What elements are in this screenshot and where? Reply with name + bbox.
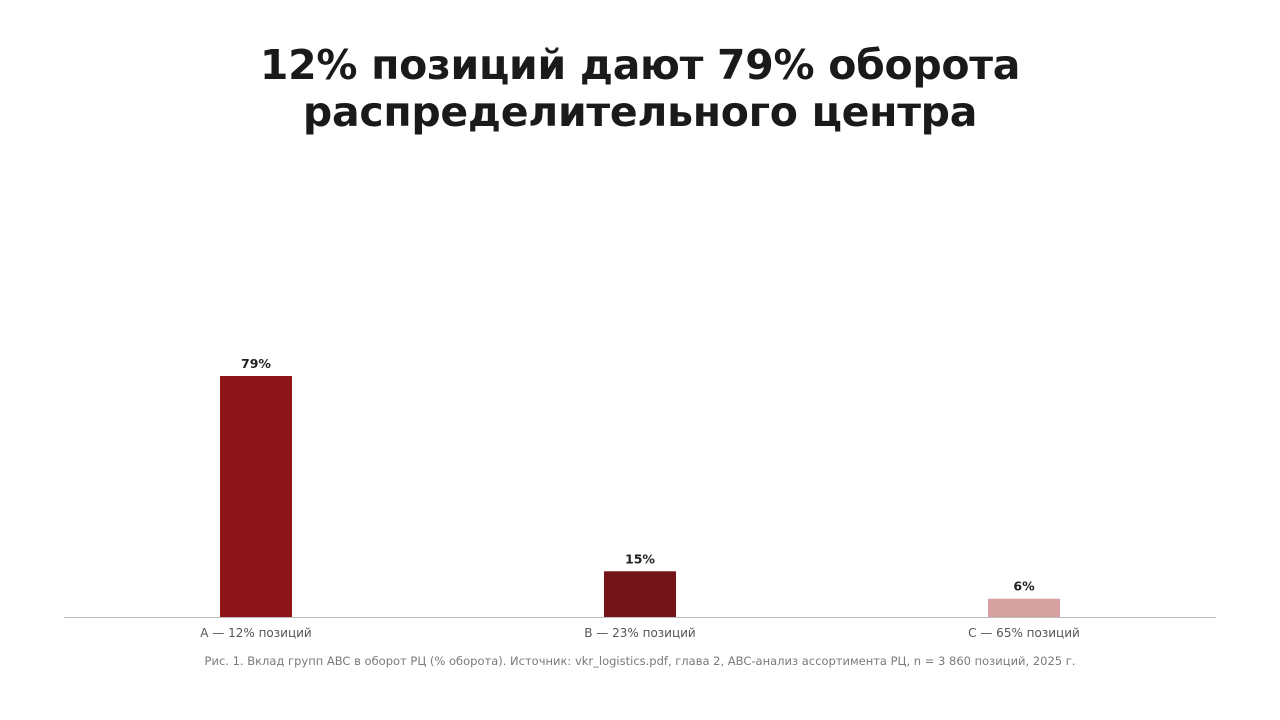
x-tick-label-0: A — 12% позиций <box>200 626 311 640</box>
chart-title-line-2: распределительного центра <box>302 88 978 136</box>
chart-title: 12% позиций дают 79% оборота распределит… <box>0 42 1280 136</box>
bar-1 <box>604 571 676 618</box>
bar-0 <box>220 376 292 617</box>
chart-title-line-1: 12% позиций дают 79% оборота <box>259 41 1021 89</box>
value-label-1: 15% <box>625 551 655 566</box>
x-tick-label-2: C — 65% позиций <box>968 626 1080 640</box>
bar-2 <box>988 598 1060 617</box>
value-label-2: 6% <box>1013 579 1035 594</box>
figure-caption: Рис. 1. Вклад групп ABC в оборот РЦ (% о… <box>204 654 1076 668</box>
value-label-0: 79% <box>241 356 271 371</box>
x-tick-label-1: B — 23% позиций <box>584 626 695 640</box>
